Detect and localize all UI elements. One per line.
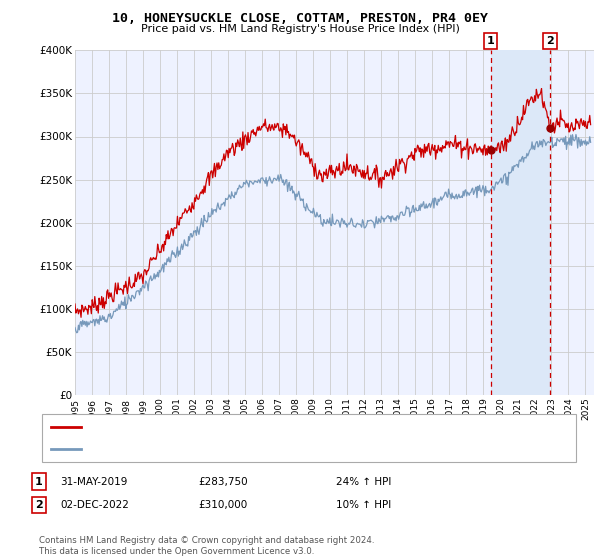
Text: 02-DEC-2022: 02-DEC-2022 bbox=[60, 500, 129, 510]
Text: 10, HONEYSUCKLE CLOSE, COTTAM, PRESTON, PR4 0EY (detached house): 10, HONEYSUCKLE CLOSE, COTTAM, PRESTON, … bbox=[85, 422, 445, 432]
Text: Price paid vs. HM Land Registry's House Price Index (HPI): Price paid vs. HM Land Registry's House … bbox=[140, 24, 460, 34]
Text: 10, HONEYSUCKLE CLOSE, COTTAM, PRESTON, PR4 0EY: 10, HONEYSUCKLE CLOSE, COTTAM, PRESTON, … bbox=[112, 12, 488, 25]
Text: HPI: Average price, detached house, Preston: HPI: Average price, detached house, Pres… bbox=[85, 444, 303, 454]
Text: 1: 1 bbox=[35, 477, 43, 487]
Text: 24% ↑ HPI: 24% ↑ HPI bbox=[336, 477, 391, 487]
Text: 31-MAY-2019: 31-MAY-2019 bbox=[60, 477, 127, 487]
Text: 10% ↑ HPI: 10% ↑ HPI bbox=[336, 500, 391, 510]
Text: £283,750: £283,750 bbox=[198, 477, 248, 487]
Text: £310,000: £310,000 bbox=[198, 500, 247, 510]
Text: 1: 1 bbox=[487, 36, 494, 46]
Bar bbox=[491, 50, 550, 395]
Text: Contains HM Land Registry data © Crown copyright and database right 2024.
This d: Contains HM Land Registry data © Crown c… bbox=[39, 536, 374, 556]
Text: 2: 2 bbox=[546, 36, 554, 46]
Text: 2: 2 bbox=[35, 500, 43, 510]
